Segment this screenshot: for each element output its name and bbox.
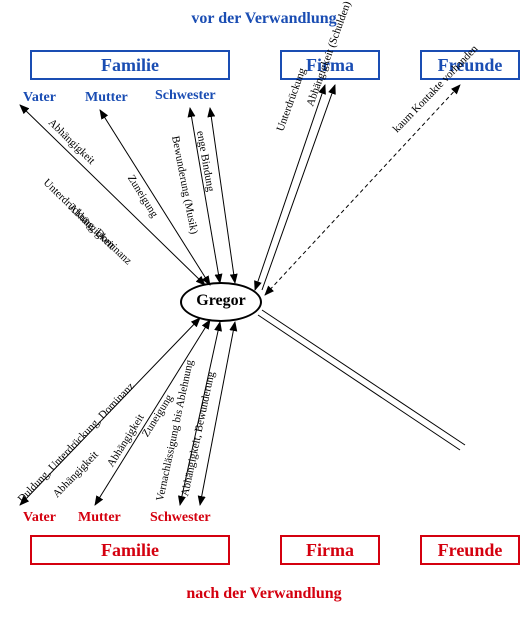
sub-mutter-bot: Mutter	[78, 510, 121, 526]
box-firma-bot: Firma	[280, 535, 380, 565]
gregor-node: Gregor	[180, 282, 262, 322]
box-familie-bot: Familie	[30, 535, 230, 565]
sub-schwester-top: Schwester	[155, 88, 216, 104]
edge-e-freunde-top	[265, 85, 460, 295]
sub-vater-top: Vater	[23, 90, 56, 106]
sub-mutter-top: Mutter	[85, 90, 128, 106]
edge-e-firma-bot1	[258, 315, 460, 450]
title-bottom: nach der Verwandlung	[0, 585, 528, 603]
sub-vater-bot: Vater	[23, 510, 56, 526]
title-top: vor der Verwandlung	[0, 10, 528, 28]
edge-e-firma-bot2	[262, 310, 465, 445]
edge-e-firma-top2	[262, 85, 335, 290]
edge-e-vater-top	[20, 105, 205, 285]
edge-e-schwester-top2	[210, 108, 235, 283]
sub-schwester-bot: Schwester	[150, 510, 211, 526]
box-freunde-bot: Freunde	[420, 535, 520, 565]
box-familie-top: Familie	[30, 50, 230, 80]
